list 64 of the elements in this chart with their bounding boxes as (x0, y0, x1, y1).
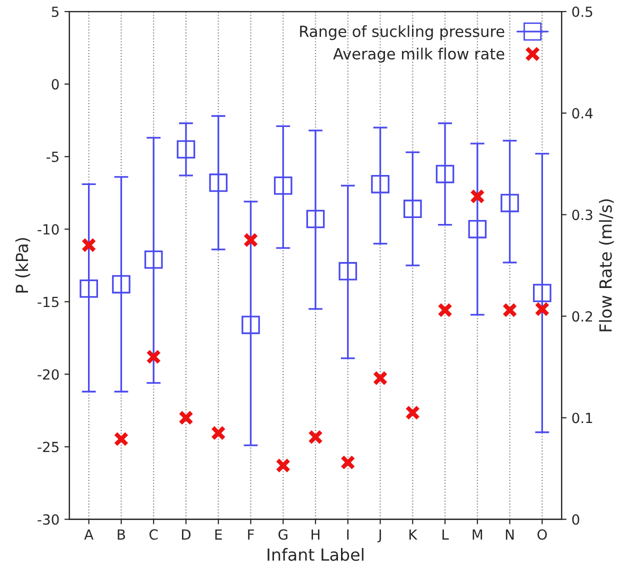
point (112, 275, 130, 294)
point (243, 232, 258, 248)
point (340, 454, 356, 470)
x-tick-label: K (409, 529, 418, 540)
point (176, 140, 196, 159)
y2-tick-label: 0.3 (572, 210, 592, 220)
x-axis-title: Infant Label (268, 548, 364, 561)
x-tick-label: O (537, 529, 547, 540)
y2-tick-label: 0 (572, 514, 580, 525)
y-tick-label: -10 (38, 224, 59, 235)
x-tick-label: B (118, 529, 125, 540)
point (436, 164, 454, 184)
x-tick-label: N (506, 529, 514, 540)
point (81, 238, 96, 253)
y-tick-label: -5 (46, 152, 58, 162)
y2-tick-label: 0.4 (572, 108, 593, 119)
x-tick-label: E (215, 529, 222, 540)
point (80, 279, 98, 298)
point (534, 302, 550, 317)
point (372, 370, 388, 386)
point (438, 302, 452, 318)
point (338, 262, 358, 280)
legend-label: Range of suckling pressure (300, 25, 504, 40)
y-axis-title: P (kPa) (15, 238, 30, 293)
x-tick-label: I (347, 529, 349, 540)
legend-label: Average milk flow rate (333, 48, 504, 62)
x-tick-label: C (150, 529, 158, 540)
x-tick-label: D (182, 529, 191, 540)
point (308, 430, 323, 445)
point (403, 200, 422, 218)
y2-tick-label: 0.1 (572, 412, 592, 424)
x-tick-label: G (278, 529, 288, 540)
point (502, 302, 518, 318)
point (274, 176, 292, 195)
point (209, 174, 228, 192)
y-tick-label: 0 (52, 79, 59, 90)
point (405, 405, 420, 420)
y-tick-label: -20 (38, 369, 59, 380)
x-tick-label: F (248, 529, 254, 540)
x-tick-label: J (377, 529, 381, 542)
point (468, 220, 487, 238)
point (146, 349, 162, 364)
point (178, 410, 194, 426)
y-tick-label: -30 (38, 514, 59, 525)
point (114, 432, 129, 447)
point (500, 194, 519, 212)
x-tick-label: M (472, 529, 482, 540)
y2-tick-label: 0.5 (572, 6, 592, 18)
x-tick-label: L (442, 529, 449, 540)
point (242, 316, 260, 334)
y-tick-label: -15 (38, 296, 58, 308)
point (144, 250, 163, 269)
point (532, 284, 552, 302)
point (306, 210, 325, 228)
x-tick-label: A (84, 529, 94, 540)
y-tick-label: 5 (52, 6, 58, 18)
y-tick-label: -25 (38, 442, 58, 452)
point (210, 426, 226, 440)
point (276, 458, 291, 473)
point (470, 188, 485, 204)
x-tick-label: H (312, 529, 320, 540)
y2-axis-title: Flow Rate (ml/s) (598, 199, 614, 332)
y2-tick-label: 0.2 (572, 311, 592, 322)
point (371, 175, 390, 194)
